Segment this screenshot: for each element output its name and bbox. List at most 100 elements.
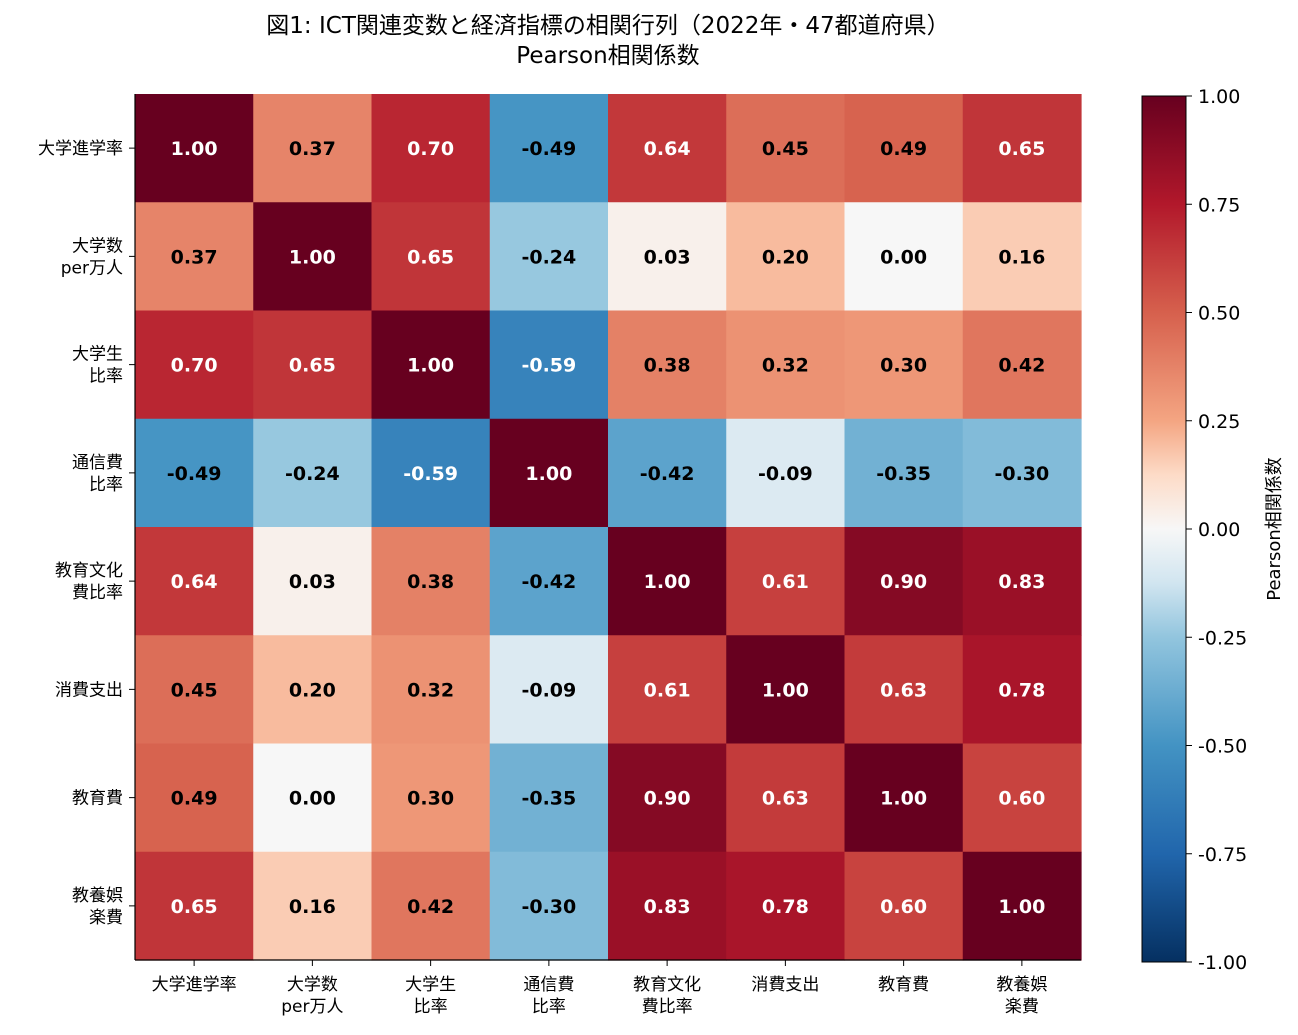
heatmap-cell (371, 851, 491, 961)
heatmap-cell (253, 418, 373, 528)
cell-value-label: 0.63 (762, 788, 809, 810)
x-tick-label: 消費支出 (751, 975, 819, 995)
cell-value-label: 0.30 (880, 355, 927, 377)
cell-value-label: -0.35 (876, 463, 931, 485)
cell-value-label: -0.59 (403, 463, 458, 485)
heatmap-cell (135, 94, 254, 203)
colorbar-tick-label: 1.00 (1198, 86, 1240, 108)
cell-value-label: 0.37 (289, 138, 336, 160)
heatmap-cell (962, 635, 1082, 745)
colorbar-tick-label: -0.75 (1198, 844, 1247, 866)
heatmap-cell (608, 202, 727, 312)
heatmap-cell (253, 743, 373, 853)
heatmap-cell (844, 418, 964, 528)
heatmap-cell (726, 94, 846, 203)
heatmap-cell (371, 310, 491, 420)
heatmap-cell (135, 635, 254, 745)
heatmap-cell (135, 310, 254, 420)
heatmap-cell (489, 635, 609, 745)
y-tick-label: 大学数 (72, 236, 123, 256)
y-tick-label: 楽費 (89, 908, 123, 928)
chart-title: 図1: ICT関連変数と経済指標の相関行列（2022年・47都道府県） (266, 13, 950, 39)
heatmap-cell (489, 743, 609, 853)
colorbar-tick-label: 0.00 (1198, 519, 1240, 541)
cell-value-label: 0.45 (762, 138, 809, 160)
heatmap-cell (489, 202, 609, 312)
cell-value-label: 0.49 (171, 788, 218, 810)
colorbar-tick-label: 0.75 (1198, 194, 1240, 216)
cell-value-label: 0.70 (171, 355, 218, 377)
heatmap-cell (608, 851, 727, 961)
cell-value-label: 0.65 (998, 138, 1045, 160)
cell-value-label: 0.32 (407, 679, 454, 701)
cell-value-label: 0.60 (880, 896, 927, 918)
y-tick-label: 比率 (89, 475, 123, 495)
heatmap-cell (962, 851, 1082, 961)
heatmap-cell (962, 202, 1082, 312)
cell-value-label: 1.00 (171, 138, 218, 160)
heatmap-cell (962, 743, 1082, 853)
colorbar-tick-label: -1.00 (1198, 952, 1247, 974)
x-tick-label: 大学進学率 (152, 975, 237, 995)
heatmap-cell (608, 418, 727, 528)
cell-value-label: 0.42 (407, 896, 454, 918)
heatmap-cell (135, 743, 254, 853)
heatmap-cell (844, 527, 964, 636)
heatmap-cell (726, 635, 846, 745)
y-tick-label: 教育文化 (55, 561, 123, 581)
heatmap-cell (135, 527, 254, 636)
x-tick-label: 楽費 (1005, 997, 1039, 1017)
cell-value-label: -0.49 (521, 138, 576, 160)
heatmap-cell (962, 527, 1082, 636)
heatmap-cell (371, 418, 491, 528)
heatmap-cell (489, 418, 609, 528)
cell-value-label: 0.60 (998, 788, 1045, 810)
x-tick-label: 教育文化 (633, 975, 701, 995)
cell-value-label: 1.00 (998, 896, 1045, 918)
heatmap-cell (135, 418, 254, 528)
heatmap-cell (726, 418, 846, 528)
cell-value-label: 0.38 (644, 355, 691, 377)
cell-value-label: -0.49 (167, 463, 222, 485)
cell-value-label: 0.90 (880, 571, 927, 593)
y-tick-label: 大学進学率 (38, 139, 123, 159)
cell-value-label: 0.65 (289, 355, 336, 377)
x-tick-label: 教養娯 (996, 975, 1047, 995)
cell-value-label: -0.24 (285, 463, 340, 485)
cell-value-label: 1.00 (880, 788, 927, 810)
y-tick-label: 通信費 (72, 453, 123, 473)
heatmap-cell (489, 310, 609, 420)
x-tick-label: 教育費 (878, 975, 929, 995)
heatmap-cell (608, 743, 727, 853)
colorbar-tick-label: -0.25 (1198, 627, 1247, 649)
cell-value-label: 0.03 (289, 571, 336, 593)
heatmap-cell (844, 94, 964, 203)
cell-value-label: 1.00 (407, 355, 454, 377)
heatmap-cell (371, 743, 491, 853)
cell-value-label: 0.00 (880, 246, 927, 268)
heatmap-cell (489, 851, 609, 961)
colorbar-tick-label: 0.50 (1198, 303, 1240, 325)
x-tick-label: 大学生 (405, 975, 456, 995)
cell-value-label: -0.35 (521, 788, 576, 810)
heatmap-cell (489, 527, 609, 636)
colorbar-tick-label: 0.25 (1198, 411, 1240, 433)
heatmap-cell (726, 743, 846, 853)
cell-value-label: -0.42 (640, 463, 695, 485)
cell-value-label: 0.37 (171, 246, 218, 268)
heatmap-cell (844, 743, 964, 853)
cell-value-label: 0.00 (289, 788, 336, 810)
heatmap-cell (844, 310, 964, 420)
y-tick-label: 比率 (89, 367, 123, 387)
cell-value-label: 0.38 (407, 571, 454, 593)
y-tick-label: 大学生 (72, 345, 123, 365)
y-tick-label: 消費支出 (55, 680, 123, 700)
cell-value-label: 0.49 (880, 138, 927, 160)
heatmap-cell (253, 310, 373, 420)
heatmap-cell (135, 851, 254, 961)
y-tick-label: 費比率 (72, 583, 123, 603)
cell-value-label: 0.78 (998, 679, 1045, 701)
x-tick-label: 通信費 (523, 975, 574, 995)
cell-value-label: 1.00 (525, 463, 572, 485)
cell-value-label: -0.30 (521, 896, 576, 918)
